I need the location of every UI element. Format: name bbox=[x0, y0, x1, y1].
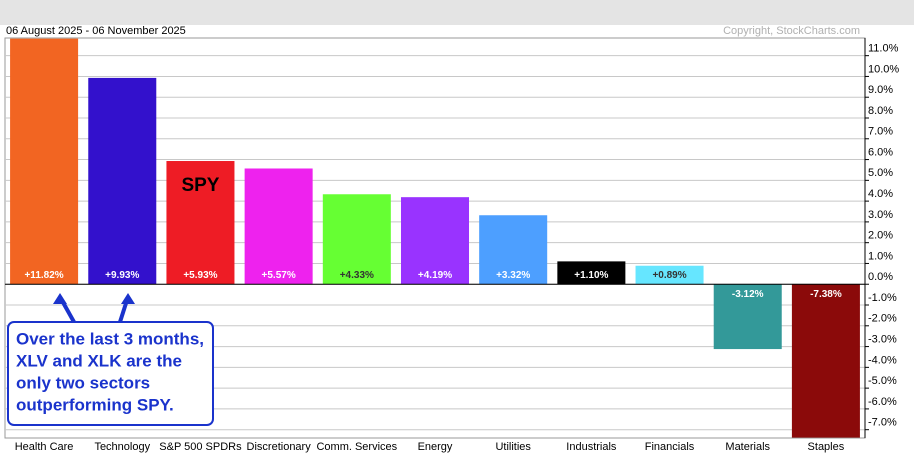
x-tick-label: Health Care bbox=[15, 441, 74, 453]
x-tick-label: Technology bbox=[94, 441, 150, 453]
bar bbox=[479, 215, 548, 285]
value-label: +4.33% bbox=[340, 270, 374, 281]
chart-title: 06 August 2025 - 06 November 2025 bbox=[6, 25, 186, 37]
y-tick-label: 4.0% bbox=[868, 188, 893, 200]
bar bbox=[400, 197, 470, 285]
value-label: +3.32% bbox=[496, 270, 530, 281]
value-label: -3.12% bbox=[732, 289, 764, 300]
y-tick-label: 7.0% bbox=[868, 126, 893, 138]
credit: Copyright, StockCharts.com bbox=[723, 25, 860, 37]
y-tick-label: -5.0% bbox=[868, 375, 897, 387]
y-tick-label: -3.0% bbox=[868, 333, 897, 345]
bar bbox=[166, 161, 235, 285]
y-tick-label: 11.0% bbox=[868, 43, 899, 55]
header-band bbox=[0, 0, 914, 25]
callout-text: Over the last 3 months, bbox=[16, 329, 204, 348]
y-tick-label: 9.0% bbox=[868, 84, 893, 96]
y-tick-label: 5.0% bbox=[868, 167, 893, 179]
callout-text: outperforming SPY. bbox=[16, 395, 174, 414]
bar bbox=[244, 168, 313, 285]
bar bbox=[713, 284, 782, 350]
y-tick-label: -6.0% bbox=[868, 396, 897, 408]
x-tick-label: Utilities bbox=[495, 441, 531, 453]
x-tick-label: Comm. Services bbox=[316, 441, 397, 453]
bar bbox=[635, 265, 704, 285]
y-tick-label: 1.0% bbox=[868, 250, 893, 262]
bar-annotation: SPY bbox=[181, 175, 219, 196]
x-tick-label: Materials bbox=[725, 441, 770, 453]
y-tick-label: 0.0% bbox=[868, 271, 893, 283]
x-tick-label: Energy bbox=[418, 441, 453, 453]
arrow-head bbox=[53, 293, 67, 304]
value-label: +4.19% bbox=[418, 270, 452, 281]
y-tick-label: -4.0% bbox=[868, 354, 897, 366]
callout-box bbox=[7, 321, 214, 426]
bar bbox=[791, 284, 860, 438]
y-tick-label: 6.0% bbox=[868, 146, 893, 158]
value-label: +1.10% bbox=[574, 270, 608, 281]
value-label: +11.82% bbox=[24, 270, 63, 281]
x-tick-label: Staples bbox=[808, 441, 845, 453]
y-tick-label: -1.0% bbox=[868, 292, 897, 304]
bar bbox=[557, 261, 626, 285]
x-tick-label: Discretionary bbox=[247, 441, 312, 453]
x-tick-label: Industrials bbox=[566, 441, 617, 453]
x-tick-label: Financials bbox=[645, 441, 695, 453]
y-tick-label: 2.0% bbox=[868, 230, 893, 242]
y-tick-label: 3.0% bbox=[868, 209, 893, 221]
value-label: +0.89% bbox=[652, 270, 686, 281]
value-label: +5.93% bbox=[183, 270, 217, 281]
callout-text: XLV and XLK are the bbox=[16, 351, 182, 370]
callout-text: only two sectors bbox=[16, 373, 150, 392]
bar bbox=[322, 194, 391, 285]
y-tick-label: 8.0% bbox=[868, 105, 893, 117]
y-tick-label: 10.0% bbox=[868, 63, 899, 75]
y-tick-label: -7.0% bbox=[868, 417, 897, 429]
value-label: +9.93% bbox=[105, 270, 139, 281]
bar bbox=[10, 38, 79, 285]
value-label: -7.38% bbox=[810, 289, 842, 300]
y-tick-label: -2.0% bbox=[868, 313, 897, 325]
bar bbox=[88, 77, 157, 285]
arrow-head bbox=[121, 293, 135, 304]
x-tick-label: S&P 500 SPDRs bbox=[159, 441, 242, 453]
value-label: +5.57% bbox=[262, 270, 296, 281]
